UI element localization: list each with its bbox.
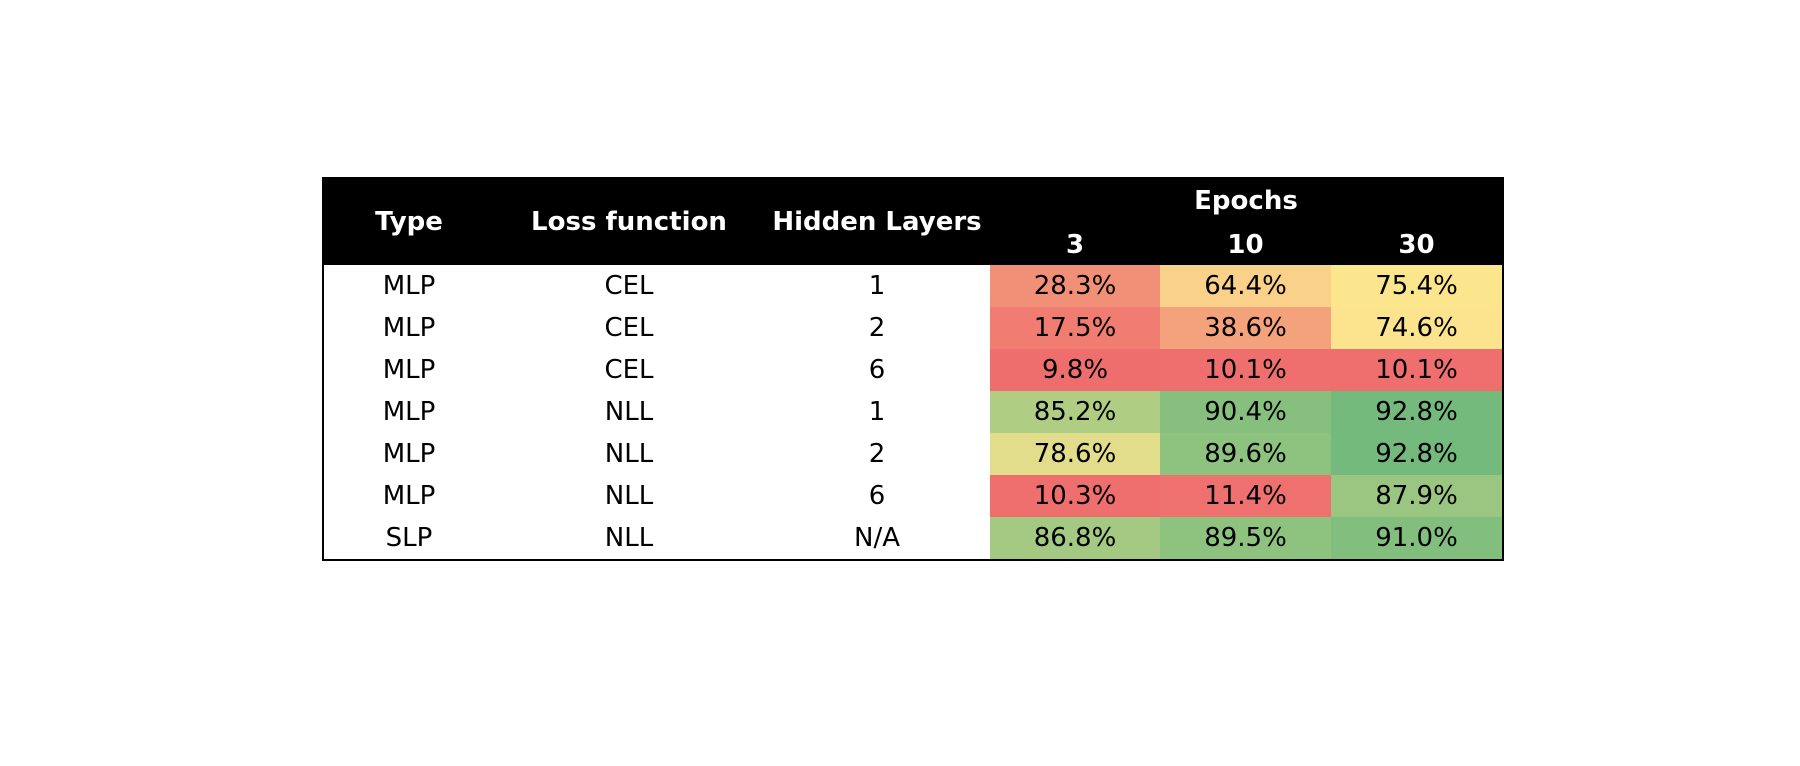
cell-accuracy-epoch-3: 10.3% (990, 475, 1160, 517)
cell-accuracy-epoch-30: 92.8% (1331, 391, 1502, 433)
cell-accuracy-epoch-30: 91.0% (1331, 517, 1502, 559)
cell-accuracy-epoch-30: 87.9% (1331, 475, 1502, 517)
cell-accuracy-epoch-10: 11.4% (1160, 475, 1331, 517)
cell-type: MLP (382, 355, 436, 385)
cell-accuracy-epoch-10: 64.4% (1160, 265, 1331, 307)
cell-hidden-layers: 1 (868, 271, 886, 301)
cell-loss-function: NLL (604, 397, 654, 427)
table-row: MLP CEL 6 9.8% 10.1% 10.1% (324, 349, 1502, 391)
header-epochs: Epochs (1194, 186, 1298, 216)
header-loss-function: Loss function (531, 207, 727, 237)
cell-accuracy-epoch-10: 10.1% (1160, 349, 1331, 391)
cell-loss-function: NLL (604, 523, 654, 553)
header-hidden-layers: Hidden Layers (772, 207, 982, 237)
cell-type: MLP (382, 271, 436, 301)
cell-accuracy-epoch-30: 92.8% (1331, 433, 1502, 475)
table-body: MLP CEL 1 28.3% 64.4% 75.4% MLP CEL 2 17.5% 38.6% 7… (324, 265, 1502, 559)
cell-accuracy-epoch-3: 17.5% (990, 307, 1160, 349)
cell-accuracy-epoch-3: 85.2% (990, 391, 1160, 433)
cell-hidden-layers: N/A (854, 523, 900, 553)
cell-type: MLP (382, 313, 436, 343)
table-row: MLP NLL 1 85.2% 90.4% 92.8% (324, 391, 1502, 433)
table-row: MLP CEL 1 28.3% 64.4% 75.4% (324, 265, 1502, 307)
cell-hidden-layers: 2 (868, 313, 886, 343)
cell-type: MLP (382, 439, 436, 469)
header-epoch-10: 10 (1227, 230, 1264, 260)
table-row: MLP CEL 2 17.5% 38.6% 74.6% (324, 307, 1502, 349)
table-row: MLP NLL 2 78.6% 89.6% 92.8% (324, 433, 1502, 475)
cell-accuracy-epoch-30: 10.1% (1331, 349, 1502, 391)
cell-hidden-layers: 6 (868, 355, 886, 385)
cell-hidden-layers: 1 (868, 397, 886, 427)
cell-accuracy-epoch-3: 86.8% (990, 517, 1160, 559)
results-table: Type Loss function Hidden Layers Epochs … (322, 177, 1504, 561)
cell-accuracy-epoch-3: 28.3% (990, 265, 1160, 307)
table-row: SLP NLL N/A 86.8% 89.5% 91.0% (324, 517, 1502, 559)
table-header: Type Loss function Hidden Layers Epochs … (324, 179, 1502, 265)
cell-loss-function: CEL (604, 271, 654, 301)
header-epoch-3: 3 (1065, 230, 1085, 260)
cell-accuracy-epoch-30: 74.6% (1331, 307, 1502, 349)
cell-hidden-layers: 6 (868, 481, 886, 511)
cell-loss-function: CEL (604, 355, 654, 385)
cell-accuracy-epoch-10: 90.4% (1160, 391, 1331, 433)
cell-type: SLP (385, 523, 433, 553)
header-type: Type (375, 207, 443, 237)
cell-loss-function: NLL (604, 439, 654, 469)
cell-accuracy-epoch-3: 78.6% (990, 433, 1160, 475)
cell-hidden-layers: 2 (868, 439, 886, 469)
cell-loss-function: NLL (604, 481, 654, 511)
header-epoch-30: 30 (1398, 230, 1435, 260)
cell-accuracy-epoch-30: 75.4% (1331, 265, 1502, 307)
cell-type: MLP (382, 397, 436, 427)
cell-type: MLP (382, 481, 436, 511)
cell-accuracy-epoch-3: 9.8% (990, 349, 1160, 391)
table-row: MLP NLL 6 10.3% 11.4% 87.9% (324, 475, 1502, 517)
cell-accuracy-epoch-10: 38.6% (1160, 307, 1331, 349)
cell-accuracy-epoch-10: 89.6% (1160, 433, 1331, 475)
cell-loss-function: CEL (604, 313, 654, 343)
cell-accuracy-epoch-10: 89.5% (1160, 517, 1331, 559)
